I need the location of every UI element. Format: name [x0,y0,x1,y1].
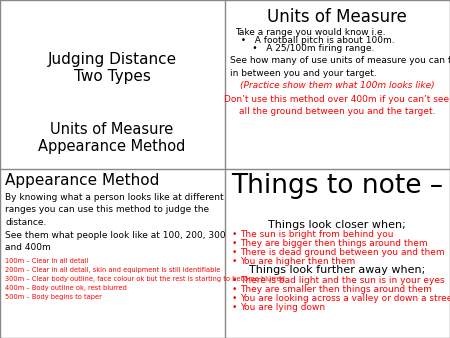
Text: Take a range you would know i.e.: Take a range you would know i.e. [235,28,386,37]
Text: They are smaller then things around them: They are smaller then things around them [240,285,432,294]
Text: 500m – Body begins to taper: 500m – Body begins to taper [5,294,102,300]
Text: There is dead ground between you and them: There is dead ground between you and the… [240,248,445,257]
Text: The sun is bright from behind you: The sun is bright from behind you [240,230,393,239]
Text: By knowing what a person looks like at different
ranges you can use this method : By knowing what a person looks like at d… [5,193,225,252]
Text: •: • [232,230,238,239]
Text: Things to note –: Things to note – [231,173,443,199]
Text: 100m – Clear in all detail: 100m – Clear in all detail [5,258,89,264]
Text: •: • [232,248,238,257]
Text: •   A football pitch is about 100m.: • A football pitch is about 100m. [235,36,395,45]
Text: Units of Measure
Appearance Method: Units of Measure Appearance Method [38,122,186,154]
Text: There is bad light and the sun is in your eyes: There is bad light and the sun is in you… [240,276,445,285]
Text: 200m – Clear in all detail, skin and equipment is still identifiable: 200m – Clear in all detail, skin and equ… [5,267,220,273]
Text: Judging Distance
Two Types: Judging Distance Two Types [47,52,176,84]
Text: Things look closer when;: Things look closer when; [268,220,406,230]
Text: •: • [232,303,238,312]
Text: You are looking across a valley or down a street: You are looking across a valley or down … [240,294,450,303]
Text: •: • [232,294,238,303]
Text: •: • [232,285,238,294]
Text: 300m – Clear body outline, face colour ok but the rest is starting to become blu: 300m – Clear body outline, face colour o… [5,276,285,282]
Text: See how many of use units of measure you can fit
in between you and your target.: See how many of use units of measure you… [230,56,450,77]
Text: •: • [232,276,238,285]
Text: Things look further away when;: Things look further away when; [249,265,425,275]
Text: They are bigger then things around them: They are bigger then things around them [240,239,428,248]
Text: Units of Measure: Units of Measure [267,8,407,26]
Text: 400m – Body outline ok, rest blurred: 400m – Body outline ok, rest blurred [5,285,127,291]
Text: •: • [232,257,238,266]
Text: (Practice show them what 100m looks like): (Practice show them what 100m looks like… [240,81,434,90]
Text: •   A 25/100m firing range.: • A 25/100m firing range. [235,44,374,53]
Text: You are higher then them: You are higher then them [240,257,355,266]
Text: Don’t use this method over 400m if you can’t see
all the ground between you and : Don’t use this method over 400m if you c… [225,95,450,117]
Text: •: • [232,239,238,248]
Text: You are lying down: You are lying down [240,303,325,312]
Text: Appearance Method: Appearance Method [5,173,159,188]
